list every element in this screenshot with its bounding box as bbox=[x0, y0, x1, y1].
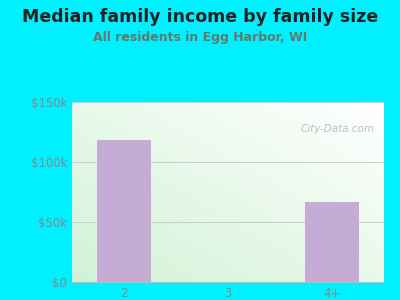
Text: Median family income by family size: Median family income by family size bbox=[22, 8, 378, 26]
Bar bbox=[97, 140, 151, 282]
Text: All residents in Egg Harbor, WI: All residents in Egg Harbor, WI bbox=[93, 32, 307, 44]
Bar bbox=[305, 202, 359, 282]
Text: City-Data.com: City-Data.com bbox=[300, 124, 375, 134]
